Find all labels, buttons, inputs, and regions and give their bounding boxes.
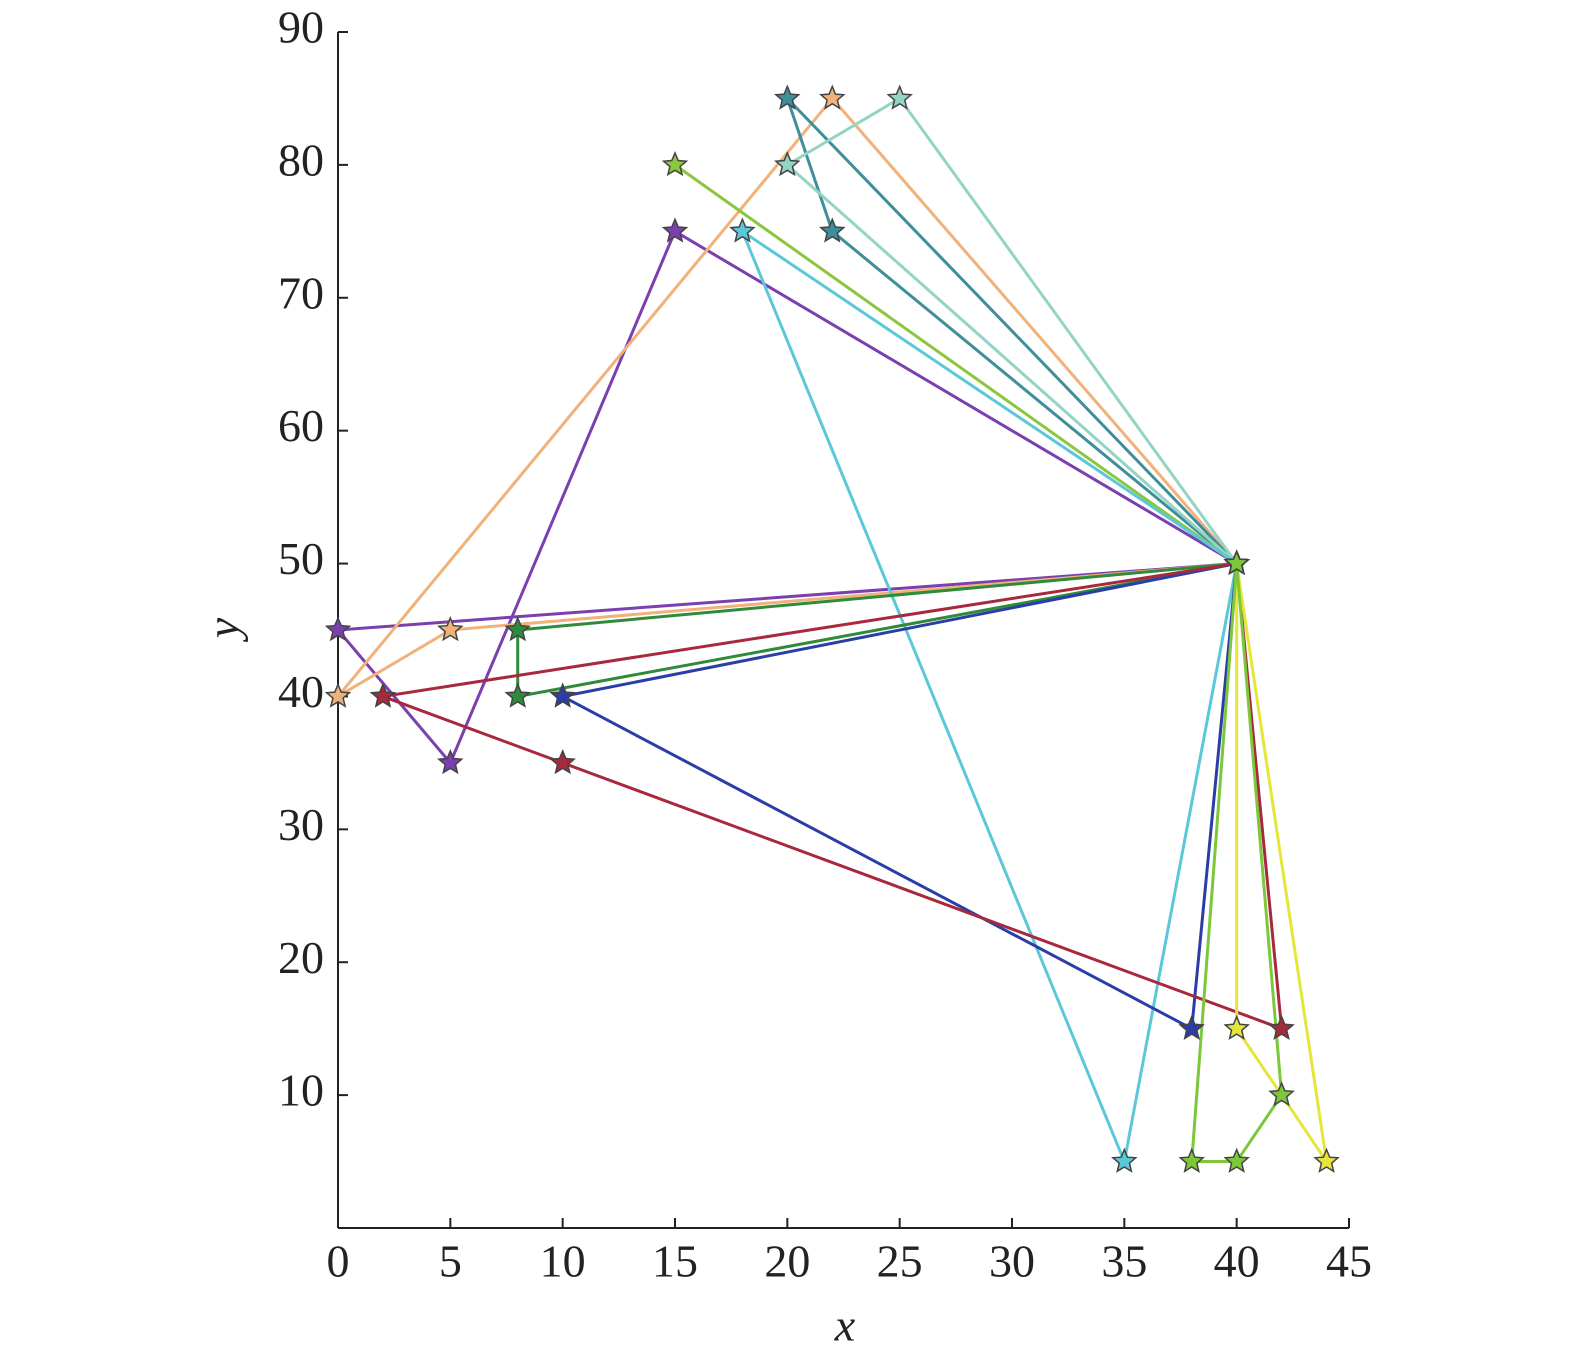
point-marker	[1223, 549, 1250, 575]
route-line	[785, 97, 1238, 565]
y-tick-label: 10	[278, 1065, 324, 1116]
point-marker	[1223, 1014, 1250, 1040]
y-tick-label: 80	[278, 134, 324, 185]
point-marker	[774, 150, 801, 177]
point-marker	[661, 150, 689, 177]
x-tick-label: 40	[1214, 1236, 1260, 1287]
point-marker	[549, 682, 576, 708]
point-marker	[1268, 1081, 1295, 1107]
x-tick-label: 10	[540, 1236, 586, 1287]
point-marker	[324, 616, 352, 642]
x-axis-label: x	[834, 1300, 856, 1351]
route-line	[674, 163, 1238, 565]
y-tick-label: 20	[278, 932, 324, 983]
route-line	[739, 227, 1239, 1167]
point-marker	[549, 748, 576, 775]
route-line	[516, 562, 1237, 699]
point-marker	[819, 84, 846, 110]
y-tick-label: 70	[278, 267, 324, 318]
point-marker	[1223, 1147, 1250, 1173]
point-marker	[729, 217, 756, 243]
point-marker	[1313, 1147, 1340, 1173]
y-tick-label: 30	[278, 799, 324, 850]
route-line	[558, 562, 1239, 1032]
x-tick-label: 20	[764, 1236, 810, 1287]
point-marker	[886, 84, 913, 110]
y-tick-label: 60	[278, 400, 324, 451]
x-tick-label: 15	[652, 1236, 698, 1287]
point-marker	[369, 682, 397, 708]
route-line	[336, 96, 1238, 698]
route-line	[1235, 563, 1329, 1163]
point-marker	[437, 616, 464, 642]
y-tick-label: 40	[278, 666, 324, 717]
point-marker	[1178, 1014, 1205, 1040]
y-tick-label: 90	[278, 2, 324, 53]
point-marker	[1178, 1147, 1205, 1173]
y-axis-label: y	[198, 617, 249, 642]
point-marker	[324, 682, 352, 708]
x-tick-label: 0	[327, 1236, 350, 1287]
point-marker	[774, 84, 801, 110]
point-marker	[1111, 1147, 1138, 1173]
point-marker	[819, 217, 846, 243]
point-marker	[661, 217, 689, 243]
x-tick-label: 35	[1101, 1236, 1147, 1287]
x-tick-label: 45	[1326, 1236, 1372, 1287]
point-marker	[1268, 1014, 1295, 1040]
point-marker	[504, 682, 531, 708]
x-tick-label: 25	[877, 1236, 923, 1287]
y-tick-label: 50	[278, 533, 324, 584]
route-line	[784, 96, 1238, 565]
x-tick-label: 30	[989, 1236, 1035, 1287]
x-tick-label: 5	[439, 1236, 462, 1287]
point-marker	[504, 616, 531, 642]
point-marker	[437, 748, 464, 775]
